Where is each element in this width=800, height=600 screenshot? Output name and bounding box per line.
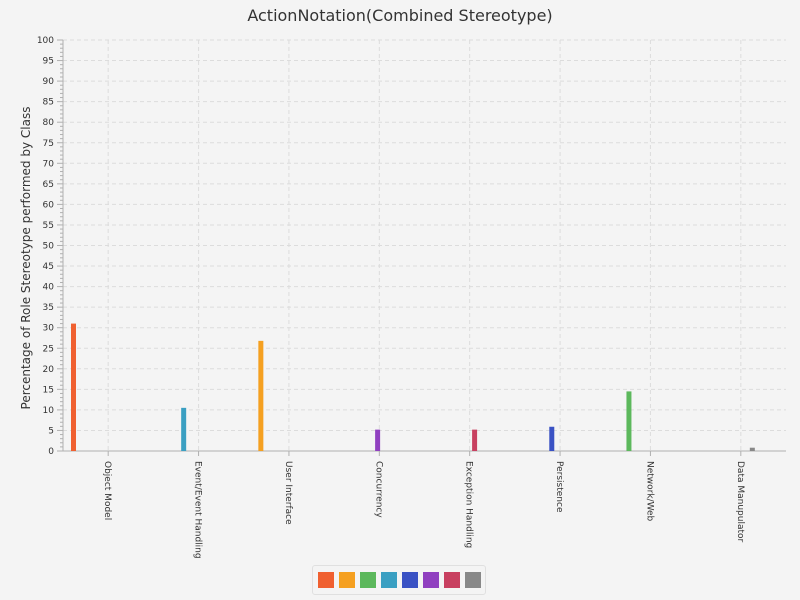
bar xyxy=(375,429,381,451)
x-tick-label: Data Manupulator xyxy=(735,461,745,543)
y-tick-label: 0 xyxy=(48,447,54,457)
legend-swatch xyxy=(359,572,376,588)
legend-swatch xyxy=(443,572,460,588)
y-tick-label: 20 xyxy=(43,365,55,375)
bar xyxy=(181,407,187,451)
x-tick-label: Event/Event Handling xyxy=(193,461,203,559)
y-tick-label: 75 xyxy=(43,139,54,149)
y-tick-label: 25 xyxy=(43,344,54,354)
bar xyxy=(626,391,632,451)
legend-swatch xyxy=(380,572,397,588)
y-tick-label: 55 xyxy=(43,221,54,231)
legend-swatch xyxy=(422,572,439,588)
x-tick-label: Network/Web xyxy=(644,461,654,522)
y-tick-label: 90 xyxy=(43,77,55,87)
y-tick-label: 10 xyxy=(43,406,55,416)
y-tick-label: 35 xyxy=(43,303,54,313)
legend-swatch xyxy=(317,572,334,588)
bar xyxy=(71,323,76,451)
legend-swatch xyxy=(338,572,355,588)
x-tick-label: Exception Handling xyxy=(464,461,474,548)
y-tick-label: 70 xyxy=(43,159,55,169)
bar xyxy=(749,447,755,451)
x-tick-label: Object Model xyxy=(102,461,112,520)
bar xyxy=(549,426,555,451)
y-tick-label: 5 xyxy=(48,426,54,436)
y-tick-label: 85 xyxy=(43,98,54,108)
chart-title: ActionNotation(Combined Stereotype) xyxy=(247,6,553,25)
y-tick-label: 100 xyxy=(37,36,54,46)
y-tick-label: 80 xyxy=(43,118,55,128)
legend-swatch xyxy=(464,572,481,588)
x-tick-label: Concurrency xyxy=(373,461,383,518)
x-tick-label: Persistence xyxy=(554,461,564,513)
y-tick-label: 15 xyxy=(43,385,54,395)
y-tick-label: 50 xyxy=(43,242,55,252)
y-tick-label: 30 xyxy=(43,324,55,334)
y-tick-label: 60 xyxy=(43,200,55,210)
bar xyxy=(472,429,478,451)
legend xyxy=(312,565,486,595)
bar xyxy=(258,340,264,451)
x-tick-label: User Interface xyxy=(283,461,293,525)
y-tick-label: 40 xyxy=(43,283,55,293)
y-tick-label: 95 xyxy=(43,57,54,67)
y-tick-label: 65 xyxy=(43,180,54,190)
legend-swatch xyxy=(401,572,418,588)
y-tick-label: 45 xyxy=(43,262,54,272)
